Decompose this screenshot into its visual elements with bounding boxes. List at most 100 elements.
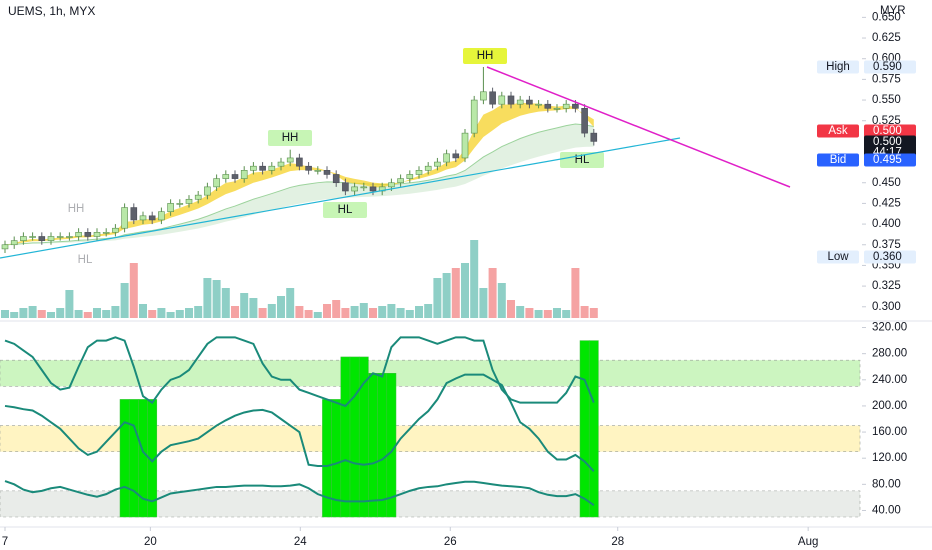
candle-body: [314, 170, 322, 172]
volume-bar: [111, 306, 120, 318]
candle-body: [139, 215, 147, 221]
volume-bar: [553, 308, 561, 318]
volume-bar: [37, 310, 46, 318]
volume-bar: [313, 312, 322, 318]
annotation: HL: [78, 254, 93, 266]
y-tick-label: 0.425: [872, 197, 901, 209]
volume-bar: [129, 263, 138, 318]
candle-body: [10, 240, 18, 246]
candle-body: [562, 103, 570, 109]
candle-body: [38, 236, 46, 241]
chart-title: UEMS, 1h, MYX: [8, 4, 95, 18]
candle-body: [222, 174, 230, 179]
oscillator-line: [4, 336, 595, 408]
candle-body: [470, 99, 478, 134]
volume-bar: [185, 308, 193, 318]
volume-bar: [589, 308, 598, 318]
volume-bar: [221, 288, 230, 318]
x-tick-label: 24: [294, 536, 307, 548]
y-tick-label: 0.600: [872, 53, 901, 65]
candle-body: [332, 174, 340, 184]
candle-body: [66, 236, 73, 238]
volume-bar: [369, 308, 377, 318]
volume-bar: [562, 310, 571, 318]
price-label-name-box: [817, 250, 859, 264]
candle-body: [369, 186, 377, 192]
candle-body: [360, 186, 368, 189]
candle-body: [507, 95, 515, 105]
candle-body: [75, 232, 82, 237]
y-tick-label: 0.300: [872, 301, 901, 313]
candle-body: [342, 182, 349, 192]
volume-bar: [166, 312, 175, 318]
y-tick-label: 240.00: [872, 374, 907, 386]
volume-bar: [470, 240, 479, 318]
histogram-bar: [119, 399, 130, 518]
candle-body: [516, 99, 524, 105]
annotation: HH: [477, 50, 494, 62]
candle-body: [452, 153, 460, 159]
candle-body: [397, 178, 404, 184]
candle-body: [424, 165, 432, 171]
annotation-box: [463, 48, 507, 64]
candle-body: [296, 157, 303, 167]
price-label-box: [864, 153, 916, 167]
candle-body: [240, 170, 248, 179]
candle-body: [158, 211, 165, 221]
volume-bar: [267, 304, 276, 318]
y-tick-label: 0.525: [872, 115, 901, 127]
price-label-value: 0.590: [873, 61, 902, 73]
candle-body: [84, 232, 92, 237]
candle-body: [581, 108, 588, 134]
volume-bar: [378, 306, 387, 318]
volume-bar: [148, 310, 157, 318]
volume-bar: [525, 308, 534, 318]
price-label-value: 0.360: [873, 251, 902, 263]
candle-body: [268, 165, 276, 171]
oscillator-line: [4, 373, 595, 472]
x-tick-label: 28: [611, 536, 624, 548]
price-label-box: [864, 135, 916, 149]
plot-layer: 0.650 0.625 0.600 0.575 0.550 0.525 0.450 0.425…: [0, 11, 907, 548]
annotation: HL: [338, 204, 353, 216]
histogram-bar: [368, 373, 378, 518]
countdown-box: [864, 147, 916, 158]
candle-body: [56, 236, 64, 238]
candle-body: [572, 103, 579, 109]
histogram-bar: [579, 340, 590, 518]
volume-bar: [65, 290, 74, 318]
volume-bar: [580, 306, 589, 318]
candle-body: [388, 182, 395, 188]
candle-body: [176, 203, 184, 205]
candle-body: [498, 95, 506, 105]
candle-body: [167, 203, 174, 212]
y-tick-label: 280.00: [872, 348, 907, 360]
candle-body: [535, 103, 542, 106]
candle-body: [286, 157, 294, 163]
price-label-name: Bid: [830, 154, 847, 166]
y-tick-label: 0.400: [872, 218, 901, 230]
volume-bar: [56, 308, 65, 318]
volume-bar: [304, 310, 313, 318]
volume-bar: [516, 306, 525, 318]
candle-body: [443, 153, 450, 163]
candle-body: [351, 186, 358, 192]
volume-bar: [194, 306, 203, 318]
volume-bar: [451, 268, 460, 318]
volume-bar: [424, 304, 433, 318]
volume-bar: [497, 283, 506, 318]
price-label-name: Low: [827, 251, 849, 263]
histogram-bar: [147, 399, 158, 518]
price-label-name-box: [817, 153, 859, 167]
volume-bar: [396, 308, 405, 318]
x-tick-label: 20: [144, 536, 157, 548]
histogram-bar: [128, 399, 139, 518]
y-tick-label: 200.00: [872, 400, 907, 412]
candle-body: [47, 236, 55, 241]
candle-body: [185, 198, 193, 204]
candle-body: [121, 207, 128, 229]
volume-bar: [28, 306, 37, 318]
volume-bar: [405, 310, 414, 318]
slow-ma-ribbon: [5, 124, 594, 245]
